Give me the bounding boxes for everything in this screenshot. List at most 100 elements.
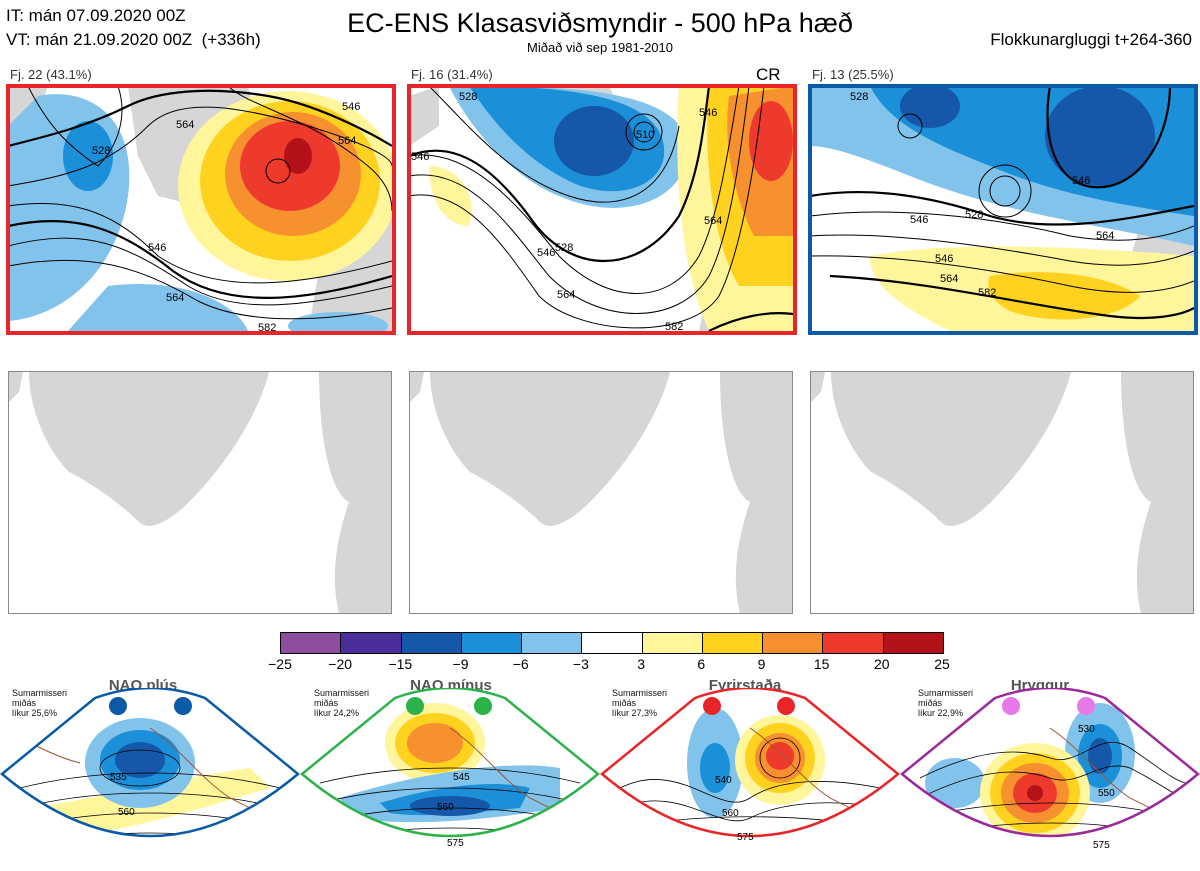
colorbar-tick: −9 xyxy=(452,656,469,672)
regime-3-outline xyxy=(600,688,900,838)
regime-1-outline xyxy=(0,688,300,838)
colorbar-swatch xyxy=(581,633,642,653)
regime-4-contour-label: 550 xyxy=(1098,788,1115,799)
regime-4-marker xyxy=(1077,697,1095,715)
regime-3-map: 540 560 575 xyxy=(600,688,900,843)
regime-3-marker xyxy=(777,697,795,715)
colorbar-tick: 15 xyxy=(813,656,830,672)
cluster-3-border xyxy=(808,84,1198,335)
regime-2-meta: Sumarmisseri miðás líkur 24,2% xyxy=(314,688,370,718)
cluster-3-contour-label: 564 xyxy=(940,273,958,285)
colorbar-tick: 9 xyxy=(757,656,766,672)
run-info: IT: mán 07.09.2020 00Z VT: mán 21.09.2020… xyxy=(6,4,261,52)
cluster-1-contour-label: 546 xyxy=(342,101,360,113)
cluster-2-contour-label: 546 xyxy=(537,247,555,259)
cluster-3-contour-label: 582 xyxy=(978,287,996,299)
regime-1-marker xyxy=(109,697,127,715)
colorbar-tick: −3 xyxy=(572,656,589,672)
colorbar-tick: −20 xyxy=(328,656,353,672)
classification-window: Flokkunargluggi t+264-360 xyxy=(990,30,1192,49)
page-title: EC-ENS Klasasviðsmyndir - 500 hPa hæð xyxy=(347,8,853,38)
regime-3-contour-label: 575 xyxy=(737,832,754,843)
colorbar-tick: 3 xyxy=(637,656,646,672)
cluster-3-label: Fj. 13 (25.5%) xyxy=(812,67,894,82)
cluster-1-contour-label: 564 xyxy=(176,119,194,131)
empty-map-1 xyxy=(8,371,392,614)
cluster-3-contour-label: 528 xyxy=(965,209,983,221)
regime-4-contour-label: 575 xyxy=(1093,840,1110,851)
regime-1-marker xyxy=(174,697,192,715)
cluster-3-contour-label: 546 xyxy=(935,253,953,265)
cluster-1-border xyxy=(6,84,396,335)
regime-3-contour-label: 540 xyxy=(715,775,732,786)
colorbar-tick-labels: −25 −20 −15 −9 −6 −3 3 6 9 15 20 25 xyxy=(268,656,950,674)
colorbar-swatch xyxy=(701,633,763,653)
cluster-1-contour-label: 564 xyxy=(166,292,184,304)
cluster-2-contour-label: 564 xyxy=(704,215,722,227)
colorbar-tick: −25 xyxy=(268,656,292,672)
empty-map-2 xyxy=(409,371,793,614)
cluster-1-contour-label: 564 xyxy=(338,135,356,147)
cluster-2-contour-label: 528 xyxy=(459,91,477,103)
init-time: IT: mán 07.09.2020 00Z xyxy=(6,6,186,25)
regime-2-marker xyxy=(406,697,424,715)
cluster-map-1: 546 564 546 564 564 582 528 xyxy=(8,86,392,331)
cluster-1-contour-label: 546 xyxy=(148,242,166,254)
cluster-2-contour-label: 546 xyxy=(699,107,717,119)
cluster-2-label: Fj. 16 (31.4%) xyxy=(411,67,493,82)
regime-4-marker xyxy=(1002,697,1020,715)
regime-3-meta: Sumarmisseri miðás líkur 27,3% xyxy=(612,688,668,718)
cluster-2-contour-label: 528 xyxy=(555,242,573,254)
regime-4-outline xyxy=(900,688,1200,838)
regime-4-meta: Sumarmisseri miðás líkur 22,9% xyxy=(918,688,974,718)
regime-2-map: 545 560 575 xyxy=(300,688,600,849)
cluster-2-contour-label: 564 xyxy=(557,289,575,301)
cluster-map-2: 546 528 510 546 564 546 564 582 528 xyxy=(409,86,793,331)
valid-time: VT: mán 21.09.2020 00Z (+336h) xyxy=(6,30,261,49)
colorbar-swatch xyxy=(641,633,702,653)
anomaly-colorbar xyxy=(280,632,944,654)
regime-1-map: 535 560 xyxy=(0,688,300,838)
empty-map-3 xyxy=(810,371,1194,614)
colorbar-swatch xyxy=(762,633,823,653)
cluster-2-contour-label: 546 xyxy=(411,151,429,163)
regime-reference-row: Sumarmisseri miðás líkur 25,6% NAO plús … xyxy=(0,674,1200,871)
regime-2-outline xyxy=(300,688,600,838)
colorbar-swatch xyxy=(822,633,883,653)
colorbar-swatch xyxy=(340,633,401,653)
regime-1-meta: Sumarmisseri miðás líkur 25,6% xyxy=(12,688,68,718)
colorbar-tick: 25 xyxy=(934,656,950,672)
cluster-3-contour-label: 528 xyxy=(850,91,868,103)
cluster-map-3: 546 528 546 564 582 564 546 528 xyxy=(810,86,1194,331)
regime-1-contour-label: 535 xyxy=(110,772,127,783)
colorbar-tick: −6 xyxy=(512,656,529,672)
colorbar-swatch xyxy=(882,633,943,653)
regime-4-map: 530 550 575 xyxy=(900,688,1200,851)
regime-2-contour-label: 575 xyxy=(447,838,464,849)
colorbar-tick: −15 xyxy=(388,656,413,672)
colorbar-tick: 6 xyxy=(697,656,706,672)
page-subtitle: Miðað við sep 1981-2010 xyxy=(527,40,673,55)
colorbar-tick: 20 xyxy=(874,656,890,672)
cluster-2-border xyxy=(407,84,797,335)
cluster-3-contour-label: 564 xyxy=(1096,230,1114,242)
cluster-2-regime-tag: CR xyxy=(756,65,781,84)
colorbar-swatch xyxy=(460,633,522,653)
cluster-1-label: Fj. 22 (43.1%) xyxy=(10,67,92,82)
cluster-3-contour-label: 546 xyxy=(910,214,928,226)
regime-4-contour-label: 530 xyxy=(1078,724,1095,735)
cluster-1-contour-label: 528 xyxy=(92,145,110,157)
regime-3-contour-label: 560 xyxy=(722,808,739,819)
colorbar-swatch xyxy=(400,633,461,653)
regime-2-contour-label: 560 xyxy=(437,802,454,813)
regime-2-contour-label: 545 xyxy=(453,772,470,783)
colorbar-swatch xyxy=(521,633,582,653)
regime-3-marker xyxy=(703,697,721,715)
regime-2-marker xyxy=(474,697,492,715)
cluster-2-contour-label: 510 xyxy=(636,129,654,141)
cluster-3-contour-label: 546 xyxy=(1072,175,1090,187)
colorbar-swatch xyxy=(281,633,341,653)
cluster-1-contour-label: 582 xyxy=(258,322,276,331)
cluster-2-contour-label: 582 xyxy=(665,321,683,331)
regime-1-contour-label: 560 xyxy=(118,807,135,818)
